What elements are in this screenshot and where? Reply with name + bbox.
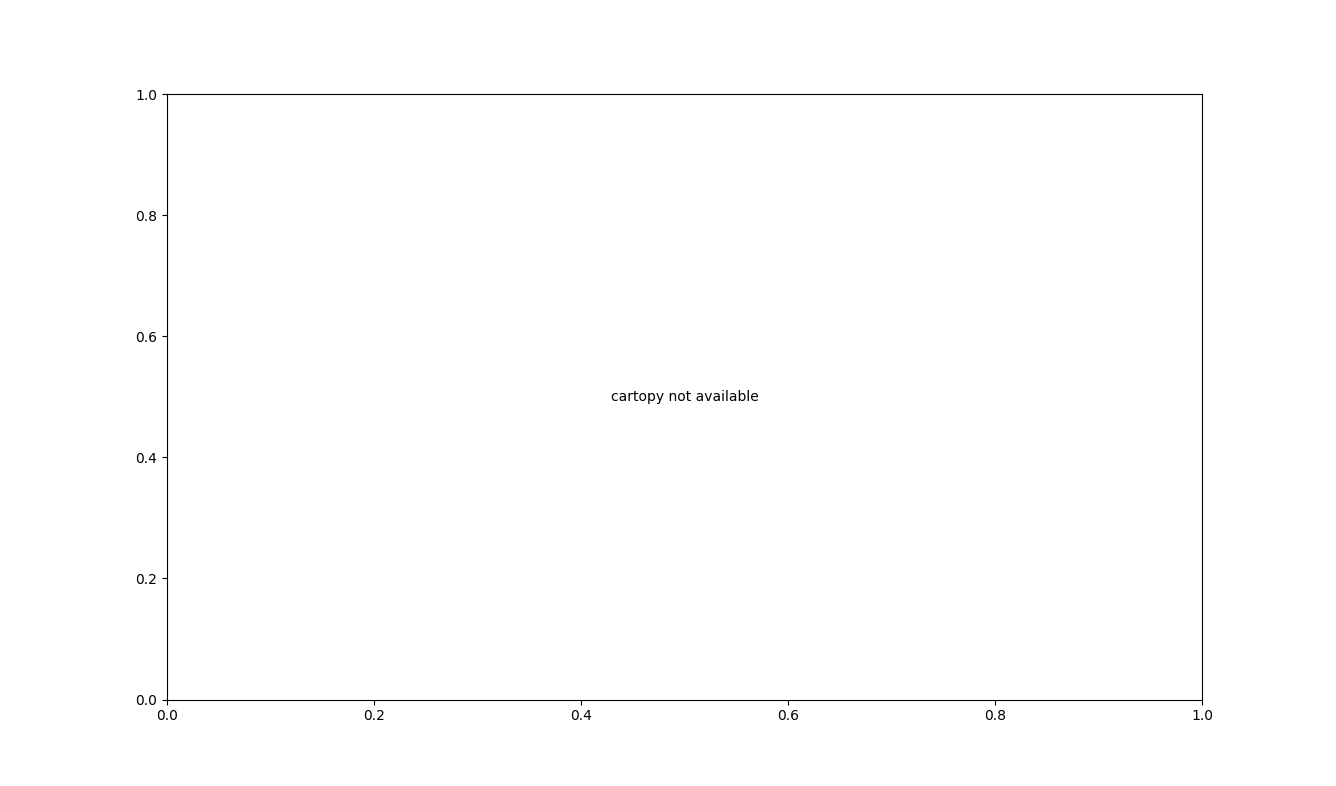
Text: cartopy not available: cartopy not available (611, 390, 759, 404)
